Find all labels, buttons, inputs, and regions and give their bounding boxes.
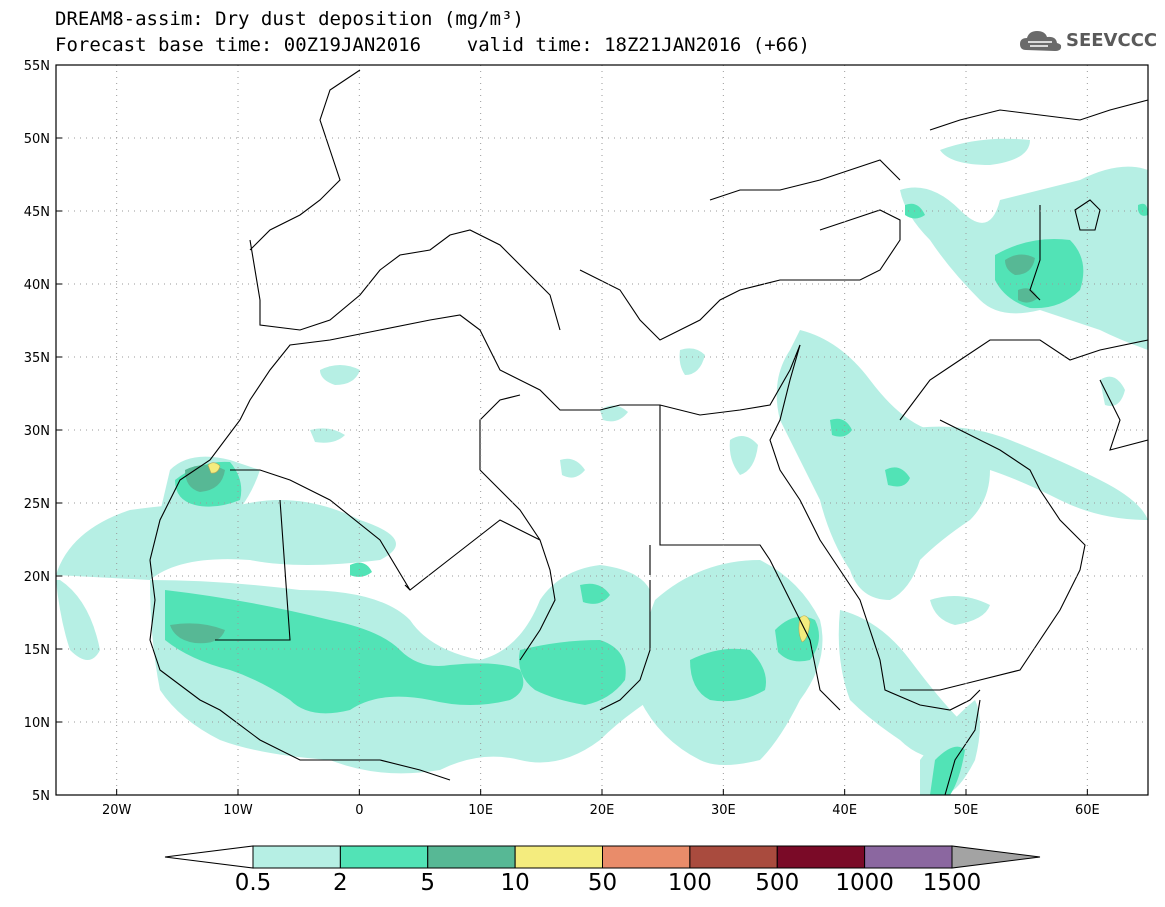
lon-label: 30E [711, 803, 736, 818]
chart-title: DREAM8-assim: Dry dust deposition (mg/m³… [55, 8, 524, 30]
colorbar-label: 500 [755, 870, 800, 896]
lat-label: 20N [24, 570, 50, 585]
colorbar-box [776, 845, 866, 869]
lat-label: 15N [24, 643, 50, 658]
lon-label: 20E [590, 803, 615, 818]
colorbar-over-triangle [951, 845, 1041, 869]
axis-ticks [56, 64, 1088, 796]
colorbar-label: 1000 [835, 870, 894, 896]
lon-label: 60E [1075, 803, 1100, 818]
lat-label: 10N [24, 716, 50, 731]
lon-label: 20W [102, 803, 132, 818]
colorbar-label: 5 [420, 870, 436, 896]
colorbar-box [427, 845, 516, 869]
colorbar-box [339, 845, 429, 869]
colorbar-label: 1500 [922, 870, 982, 896]
colorbar-boxes [252, 845, 953, 869]
coastlines-borders [149, 69, 1149, 796]
lon-label: 40E [832, 803, 857, 818]
colorbar-label: 50 [587, 870, 618, 896]
cloud-icon [1020, 31, 1062, 51]
lat-label: 45N [24, 205, 50, 220]
lon-label: 0 [355, 803, 363, 818]
colorbar-label: 10 [500, 870, 530, 896]
logo-text: SEEVCCC [1066, 30, 1158, 51]
lat-label: 35N [24, 351, 50, 366]
lat-label: 50N [24, 132, 50, 147]
longitude-labels: 20W 10W 0 10E 20E 30E 40E 50E 60E [102, 803, 1100, 818]
lon-label: 50E [954, 803, 979, 818]
lon-label: 10W [223, 803, 253, 818]
colorbar-box [252, 845, 341, 869]
graticule [56, 65, 1148, 795]
lat-label: 55N [24, 59, 50, 74]
forecast-time-subtitle: Forecast base time: 00Z19JAN2016 valid t… [55, 34, 810, 56]
colorbar-label: 100 [667, 870, 712, 896]
colorbar-under-triangle [164, 845, 254, 869]
lon-label: 10E [468, 803, 493, 818]
colorbar-box [602, 845, 691, 869]
seevccc-logo: SEEVCCC [1018, 26, 1158, 56]
lat-label: 40N [24, 278, 50, 293]
colorbar-box [864, 845, 953, 869]
lat-label: 25N [24, 497, 50, 512]
latitude-labels: 5N 10N 15N 20N 25N 30N 35N 40N 45N 50N 55N [24, 59, 50, 804]
colorbar-box [689, 845, 778, 869]
lat-label: 30N [24, 424, 50, 439]
lat-label: 5N [32, 789, 50, 804]
colorbar-box [514, 845, 603, 869]
colorbar-label: 0.5 [234, 870, 272, 896]
colorbar-label: 2 [333, 870, 348, 896]
